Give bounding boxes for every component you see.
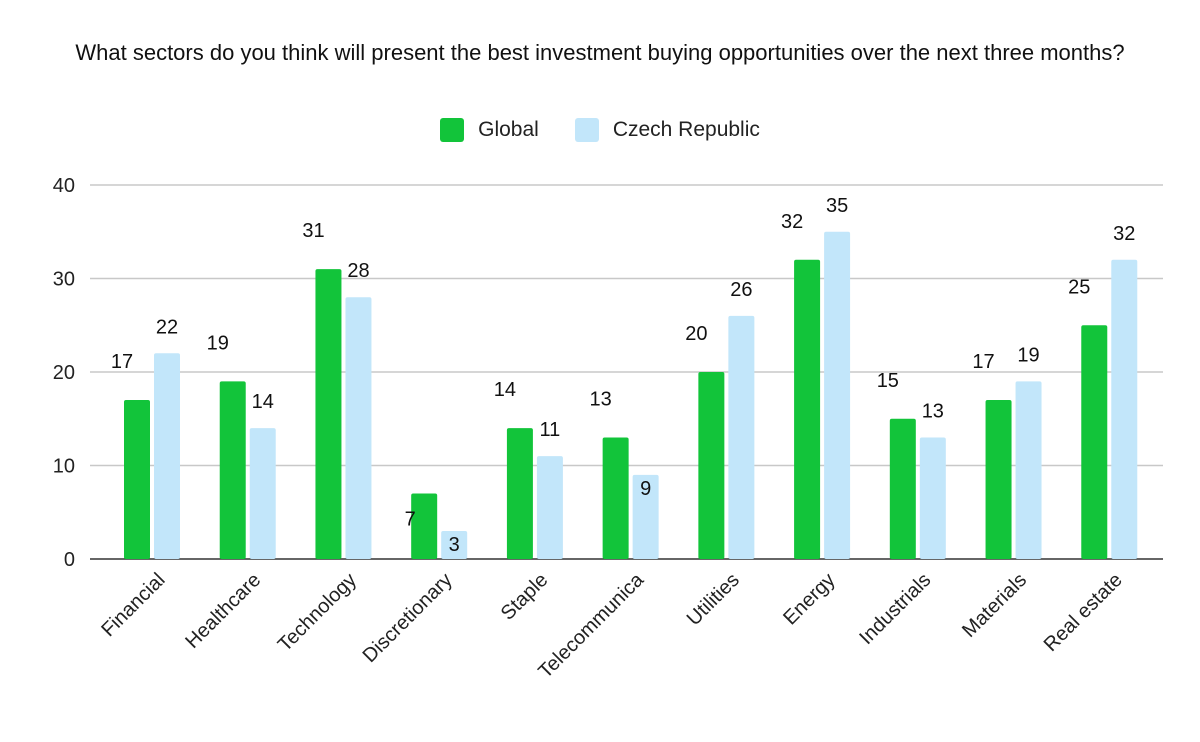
bar-global <box>794 259 821 559</box>
x-tick-label: Staple <box>497 569 553 625</box>
y-tick-label: 10 <box>53 456 75 478</box>
bar-czech-republic <box>728 315 755 559</box>
data-label: 19 <box>1017 344 1039 366</box>
x-tick-label: Real estate <box>1040 569 1127 656</box>
bar-global <box>124 400 150 559</box>
chart-legend: Global Czech Republic <box>0 118 1200 142</box>
bar-global <box>219 381 246 559</box>
data-label: 9 <box>640 478 651 500</box>
x-tick-label: Telecommunica <box>534 568 648 682</box>
data-label: 19 <box>207 332 229 354</box>
bar-global <box>698 372 725 559</box>
bar-global <box>1081 325 1108 559</box>
x-tick-label: Healthcare <box>181 569 265 653</box>
x-tick-label: Industrials <box>855 569 935 649</box>
chart-title: What sectors do you think will present t… <box>75 40 1125 65</box>
bar-czech-republic <box>1015 381 1042 559</box>
data-label: 17 <box>111 351 133 373</box>
legend-swatch-czech-republic <box>574 118 599 142</box>
legend-swatch-global <box>440 118 465 142</box>
x-tick-label: Materials <box>958 569 1031 642</box>
bar-czech-republic <box>345 297 372 559</box>
bar-global <box>411 493 438 559</box>
data-label: 35 <box>826 195 848 217</box>
bar-global <box>506 428 533 559</box>
bar-czech-republic <box>919 437 946 559</box>
legend-label-global: Global <box>478 118 539 141</box>
data-label: 20 <box>685 323 707 345</box>
bar-global <box>985 400 1012 559</box>
data-label: 22 <box>156 316 178 338</box>
y-tick-label: 30 <box>53 269 75 291</box>
bar-czech-republic <box>824 231 851 559</box>
bar-czech-republic <box>536 456 563 559</box>
bar-global <box>315 269 342 559</box>
x-tick-label: Financial <box>97 569 169 641</box>
bar-czech-republic <box>632 474 659 559</box>
data-label: 3 <box>449 534 460 556</box>
data-label: 13 <box>922 400 944 422</box>
legend-item-global: Global <box>440 118 539 142</box>
bar-czech-republic <box>154 353 180 559</box>
y-tick-label: 40 <box>53 175 75 197</box>
bar-czech-republic <box>249 428 276 559</box>
data-label: 14 <box>494 379 516 401</box>
data-label: 15 <box>877 370 899 392</box>
legend-item-czech-republic: Czech Republic <box>574 118 760 142</box>
data-label: 32 <box>1113 223 1135 245</box>
x-tick-label: Technology <box>274 569 361 656</box>
bar-czech-republic <box>1111 259 1138 559</box>
data-label: 32 <box>781 211 803 233</box>
data-label: 13 <box>590 388 612 410</box>
x-tick-label: Utilities <box>683 569 744 630</box>
data-label: 17 <box>972 351 994 373</box>
data-label: 14 <box>252 391 274 413</box>
data-label: 31 <box>302 220 324 242</box>
y-tick-label: 0 <box>64 549 75 571</box>
bar-global <box>889 418 916 559</box>
data-label: 26 <box>730 279 752 301</box>
x-tick-label: Discretionary <box>359 569 457 667</box>
data-label: 11 <box>540 419 561 441</box>
y-tick-label: 20 <box>53 362 75 384</box>
data-label: 25 <box>1068 276 1090 298</box>
legend-label-czech-republic: Czech Republic <box>612 118 760 141</box>
bar-czech-republic <box>441 530 468 559</box>
bar-global <box>602 437 629 559</box>
data-label: 7 <box>405 509 416 531</box>
data-label: 28 <box>347 260 369 282</box>
x-tick-label: Energy <box>779 569 839 629</box>
